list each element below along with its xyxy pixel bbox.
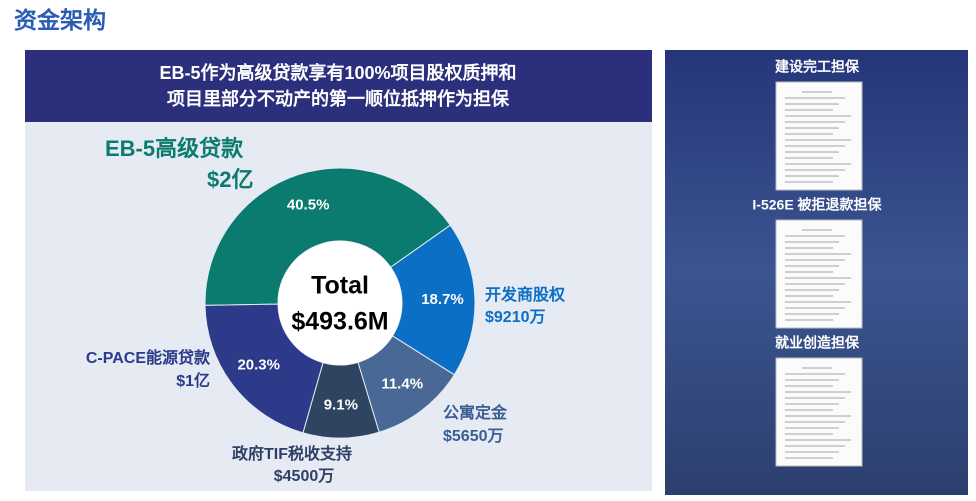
document-page [775, 81, 863, 191]
segment-name: 政府TIF税收支持 [232, 444, 352, 463]
segment-amount: $5650万 [443, 428, 504, 445]
donut-hole [278, 241, 402, 365]
segment-amount: $4500万 [274, 468, 335, 485]
center-label: $493.6M [291, 308, 388, 336]
document-page [775, 219, 863, 329]
donut-chart: 40.5% 18.7% 11.4% 9.1% 20.3% Total $493.6M EB-5… [86, 136, 566, 485]
percent-label: 9.1% [324, 396, 358, 413]
segment-name: 公寓定金 [443, 403, 508, 422]
document-page [775, 357, 863, 467]
segment-name: C-PACE能源贷款 [86, 348, 211, 367]
page-title: 资金架构 [14, 7, 106, 33]
document-label: 建设完工担保 [775, 59, 860, 75]
segment-name: 开发商股权 [485, 285, 566, 304]
percent-label: 20.3% [237, 356, 280, 373]
document-label: I-526E 被拒退款担保 [752, 197, 882, 213]
center-label: Total [311, 272, 369, 300]
segment-amount: $2亿 [207, 167, 253, 192]
segment-name: EB-5高级贷款 [105, 136, 244, 161]
header-line: 项目里部分不动产的第一顺位抵押作为担保 [167, 88, 510, 109]
percent-label: 11.4% [381, 375, 423, 392]
percent-label: 18.7% [421, 291, 464, 308]
segment-amount: $9210万 [485, 309, 546, 326]
percent-label: 40.5% [287, 197, 330, 214]
segment-amount: $1亿 [176, 371, 210, 390]
left-header [25, 50, 652, 122]
document-label: 就业创造担保 [775, 335, 860, 351]
header-line: EB-5作为高级贷款享有100%项目股权质押和 [159, 62, 516, 83]
